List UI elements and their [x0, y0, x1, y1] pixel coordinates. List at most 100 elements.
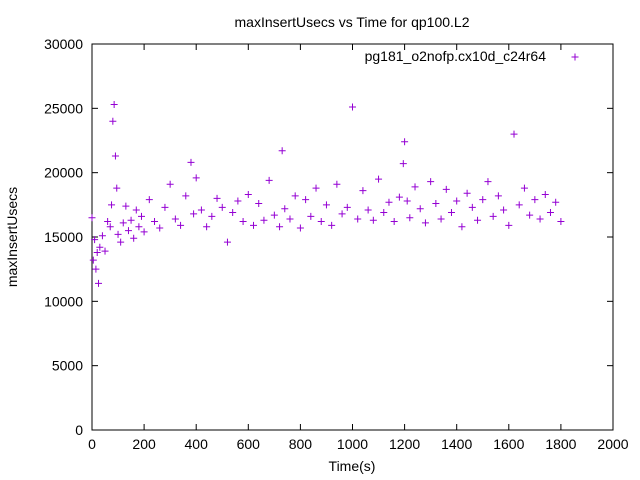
- data-point: [145, 196, 153, 204]
- data-point: [416, 205, 424, 213]
- data-point: [166, 180, 174, 188]
- x-tick-label: 1000: [337, 436, 368, 452]
- data-point: [520, 184, 528, 192]
- x-tick-label: 200: [132, 436, 156, 452]
- data-point: [208, 212, 216, 220]
- x-tick-label: 1400: [441, 436, 472, 452]
- data-point: [463, 189, 471, 197]
- y-tick-label: 15000: [44, 229, 83, 245]
- data-point: [281, 205, 289, 213]
- data-point: [218, 203, 226, 211]
- data-point: [260, 216, 268, 224]
- data-point: [130, 234, 138, 242]
- y-tick-label: 25000: [44, 100, 83, 116]
- data-point: [156, 224, 164, 232]
- x-tick-label: 400: [185, 436, 209, 452]
- data-point: [187, 158, 195, 166]
- data-point: [322, 201, 330, 209]
- data-point: [333, 180, 341, 188]
- data-point: [213, 194, 221, 202]
- legend-plus-icon: [571, 53, 579, 61]
- data-point: [296, 224, 304, 232]
- data-point: [132, 206, 140, 214]
- chart-title: maxInsertUsecs vs Time for qp100.L2: [235, 14, 470, 30]
- data-point: [458, 223, 466, 231]
- data-point: [270, 211, 278, 219]
- data-point: [411, 183, 419, 191]
- y-tick-label: 0: [75, 422, 83, 438]
- data-point: [192, 174, 200, 182]
- data-point: [135, 223, 143, 231]
- data-point: [399, 160, 407, 168]
- x-axis-label: Time(s): [329, 458, 376, 474]
- x-tick-label: 0: [88, 436, 96, 452]
- x-tick-label: 2000: [597, 436, 628, 452]
- x-tick-label: 600: [237, 436, 261, 452]
- data-point: [546, 209, 554, 217]
- data-point: [265, 176, 273, 184]
- data-point: [390, 218, 398, 226]
- data-point: [223, 238, 231, 246]
- data-point: [291, 192, 299, 200]
- data-point: [244, 191, 252, 199]
- data-point: [557, 218, 565, 226]
- data-point: [421, 219, 429, 227]
- data-point: [197, 206, 205, 214]
- data-point: [552, 198, 560, 206]
- y-tick-label: 30000: [44, 36, 83, 52]
- data-point: [250, 221, 258, 229]
- data-point: [380, 209, 388, 217]
- y-tick-label: 20000: [44, 165, 83, 181]
- data-point: [104, 218, 112, 226]
- data-point: [122, 202, 130, 210]
- data-point: [432, 200, 440, 208]
- data-point: [98, 232, 106, 240]
- data-point: [500, 206, 508, 214]
- data-point: [92, 265, 100, 273]
- data-point: [109, 117, 117, 125]
- data-point: [468, 203, 476, 211]
- data-point: [541, 191, 549, 199]
- data-point: [364, 206, 372, 214]
- data-point: [182, 192, 190, 200]
- data-point: [276, 223, 284, 231]
- x-axis: 0 200 400 600 800 1000 1200 1400 1600 1800 2000: [88, 44, 629, 452]
- data-point: [403, 197, 411, 205]
- data-point: [401, 138, 409, 146]
- data-point: [93, 248, 101, 256]
- data-point: [119, 219, 127, 227]
- data-point: [369, 216, 377, 224]
- data-point: [427, 178, 435, 186]
- data-point: [307, 212, 315, 220]
- data-point: [140, 228, 148, 236]
- x-tick-label: 800: [289, 436, 313, 452]
- data-point: [91, 236, 99, 244]
- data-point: [229, 209, 237, 217]
- plot-frame: [91, 43, 614, 431]
- data-point: [385, 198, 393, 206]
- data-point: [375, 175, 383, 183]
- data-point: [531, 196, 539, 204]
- data-point: [171, 215, 179, 223]
- series-points: [88, 100, 565, 287]
- data-point: [359, 187, 367, 195]
- data-point: [255, 200, 263, 208]
- data-point: [239, 218, 247, 226]
- data-point: [89, 256, 97, 264]
- data-point: [453, 197, 461, 205]
- y-tick-label: 10000: [44, 293, 83, 309]
- x-tick-label: 1200: [389, 436, 420, 452]
- data-point: [114, 230, 122, 238]
- x-tick-label: 1600: [493, 436, 524, 452]
- data-point: [151, 218, 159, 226]
- data-point: [484, 178, 492, 186]
- legend-label: pg181_o2nofp.cx10d_c24r64: [365, 48, 547, 64]
- data-point: [510, 130, 518, 138]
- data-point: [111, 152, 119, 160]
- data-point: [177, 221, 185, 229]
- data-point: [117, 238, 125, 246]
- data-point: [127, 216, 135, 224]
- data-point: [354, 215, 362, 223]
- data-point: [515, 201, 523, 209]
